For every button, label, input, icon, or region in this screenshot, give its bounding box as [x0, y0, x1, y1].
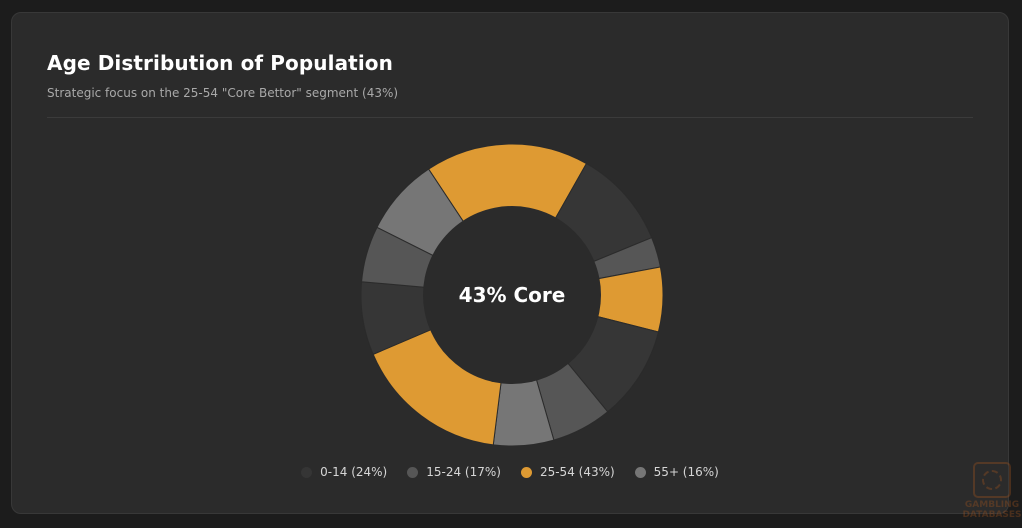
legend-label: 25-54 (43%) — [539, 465, 615, 479]
legend-item: 25-54 (43%) — [520, 465, 615, 479]
chart-subtitle: Strategic focus on the 25-54 "Core Betto… — [47, 86, 399, 100]
center-label: 43% Core — [459, 283, 566, 307]
legend-label: 0-14 (24%) — [320, 465, 388, 479]
legend-swatch — [407, 466, 419, 478]
legend-item: 15-24 (17%) — [407, 465, 501, 479]
divider — [47, 117, 973, 118]
legend-item: 0-14 (24%) — [301, 465, 387, 479]
legend-label: 55+ (16%) — [653, 465, 719, 479]
chart-card: Age Distribution of Population Strategic… — [11, 12, 1009, 514]
donut-hole — [423, 206, 601, 384]
chart-title: Age Distribution of Population — [47, 51, 393, 75]
legend-swatch — [634, 466, 646, 478]
donut-chart: 43% Core — [361, 144, 663, 446]
roulette-icon — [973, 462, 1011, 498]
legend-swatch — [301, 466, 313, 478]
chart-legend: 0-14 (24%) 15-24 (17%) 25-54 (43%) 55+ (16%… — [12, 465, 1008, 479]
legend-label: 15-24 (17%) — [426, 465, 501, 479]
legend-item: 55+ (16%) — [634, 465, 719, 479]
watermark-logo: GAMBLING DATABASES — [962, 462, 1022, 526]
legend-swatch — [520, 466, 532, 478]
